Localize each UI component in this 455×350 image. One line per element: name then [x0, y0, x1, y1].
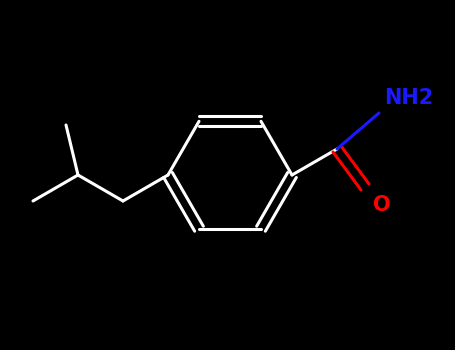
Text: NH2: NH2 [384, 88, 433, 108]
Text: O: O [373, 195, 391, 215]
